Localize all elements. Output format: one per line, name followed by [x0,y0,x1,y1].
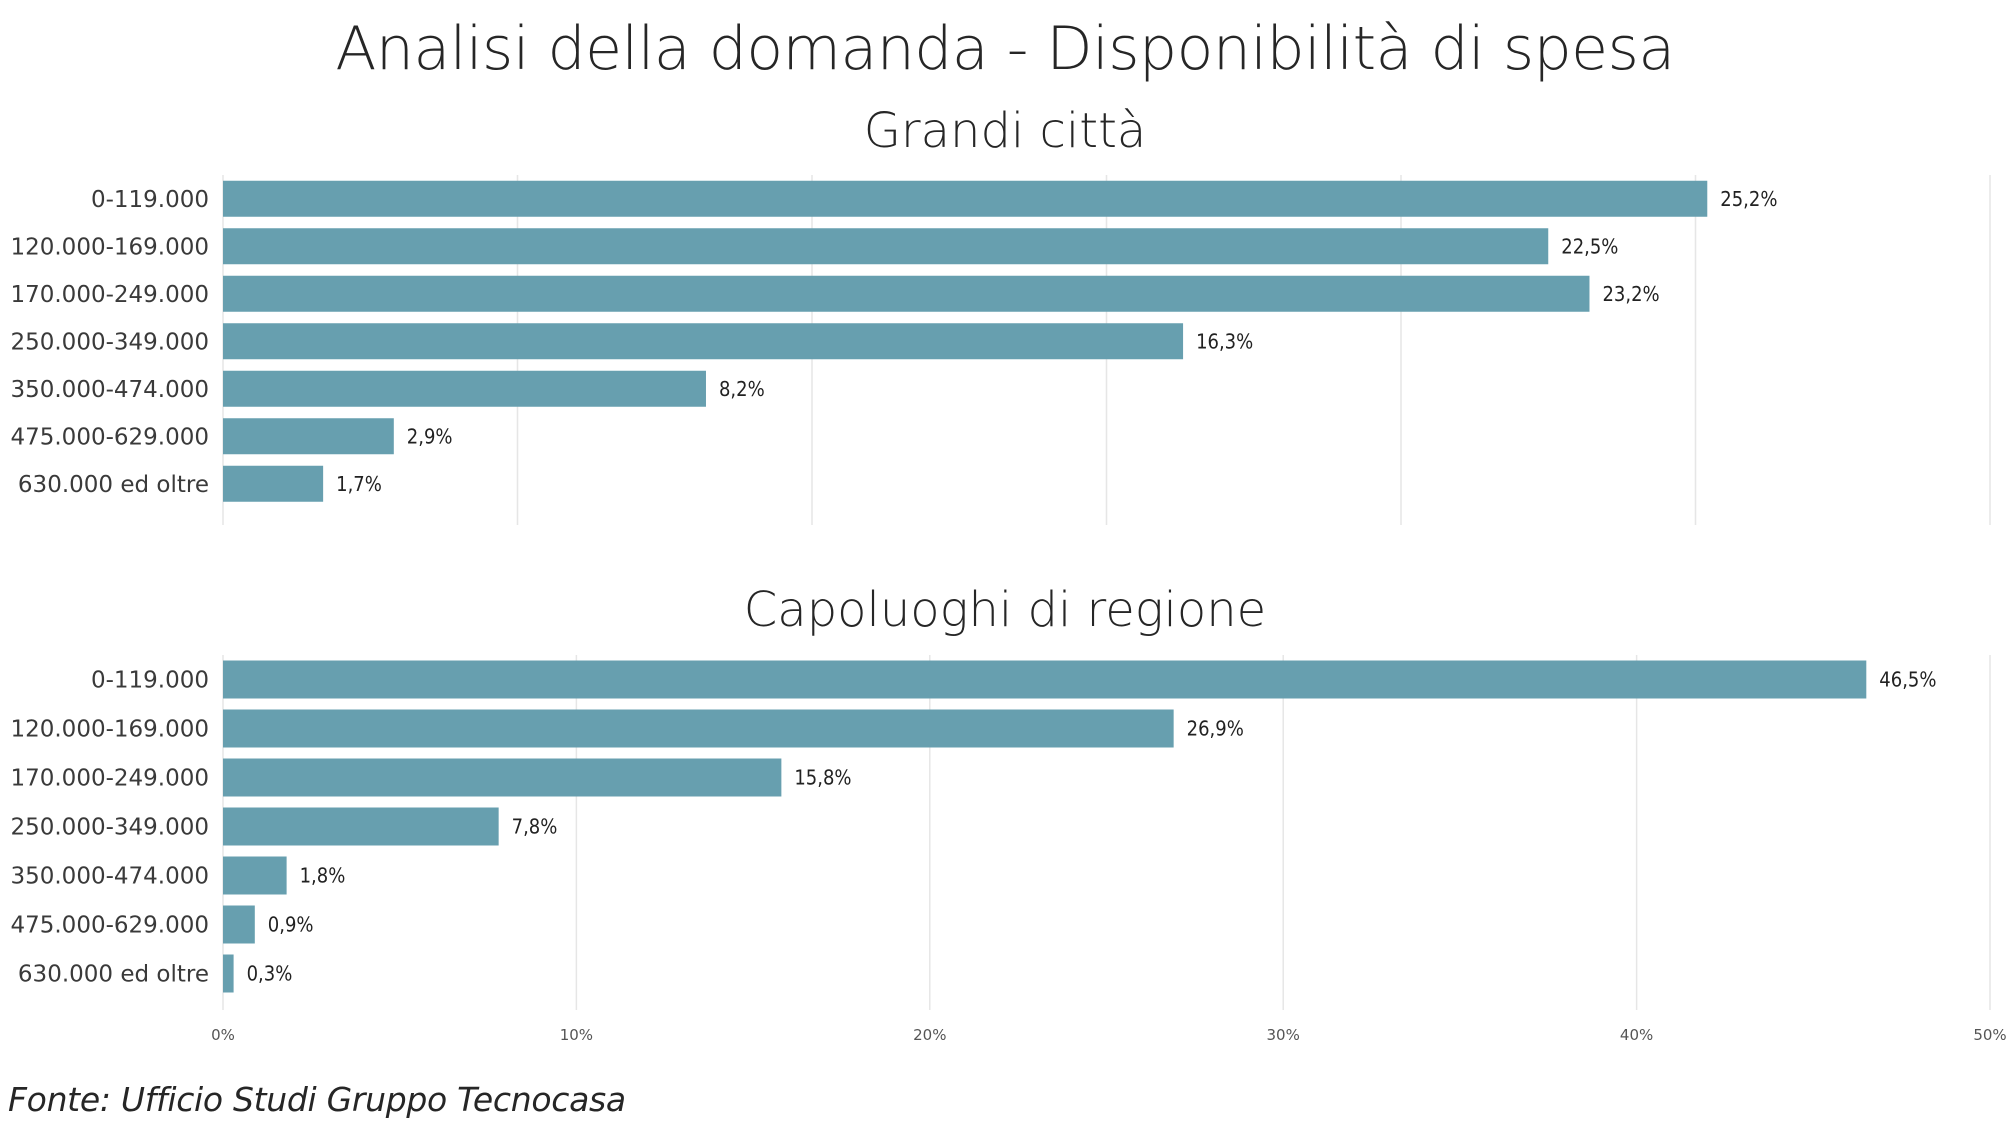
data-label-capoluoghi-6: 0,3% [247,962,293,986]
tick-label-capoluoghi-1: 10% [560,1026,593,1044]
data-label-grandi-citta-0: 25,2% [1720,187,1777,211]
bar-capoluoghi-5 [223,905,255,944]
bar-capoluoghi-4 [223,856,287,895]
category-label-capoluoghi-6: 630.000 ed oltre [18,962,209,988]
bar-capoluoghi-0 [223,660,1867,699]
bar-grandi-citta-1 [223,228,1549,265]
page-title: Analisi della domanda - Disponibilità di… [335,14,1675,84]
category-label-grandi-citta-0: 0-119.000 [91,187,209,213]
category-label-grandi-citta-6: 630.000 ed oltre [18,472,209,498]
data-label-capoluoghi-4: 1,8% [300,864,346,888]
data-label-capoluoghi-5: 0,9% [268,913,314,937]
data-label-capoluoghi-2: 15,8% [794,766,851,790]
chart-grandi-citta: Grandi città0%5%10%15%20%25%30%0-119.000… [10,103,1991,525]
chart-capoluoghi-di-regione: Capoluoghi di regione 0% 10% 20% 30% 40% 50% 0-… [10,582,2006,1044]
tick-label-capoluoghi-0: 0% [211,1026,235,1044]
category-label-capoluoghi-0: 0-119.000 [91,668,209,694]
category-label-capoluoghi-4: 350.000-474.000 [10,864,209,890]
bar-capoluoghi-2 [223,758,782,797]
bar-capoluoghi-3 [223,807,499,846]
data-label-grandi-citta-5: 2,9% [407,424,453,448]
data-label-grandi-citta-6: 1,7% [336,472,382,496]
data-label-grandi-citta-1: 22,5% [1561,234,1618,258]
category-label-grandi-citta-4: 350.000-474.000 [10,377,209,403]
bar-capoluoghi-1 [223,709,1174,748]
category-label-grandi-citta-5: 475.000-629.000 [10,424,209,450]
data-label-grandi-citta-2: 23,2% [1602,282,1659,306]
data-label-grandi-citta-4: 8,2% [719,377,765,401]
source-note: Fonte: Ufficio Studi Gruppo Tecnocasa [8,1080,626,1119]
data-label-capoluoghi-3: 7,8% [512,815,558,839]
category-label-grandi-citta-2: 170.000-249.000 [10,282,209,308]
data-label-capoluoghi-1: 26,9% [1187,717,1244,741]
category-label-grandi-citta-3: 250.000-349.000 [10,329,209,355]
bar-grandi-citta-4 [223,370,706,407]
bar-grandi-citta-0 [223,180,1708,217]
category-label-capoluoghi-2: 170.000-249.000 [10,766,209,792]
bar-grandi-citta-2 [223,275,1590,312]
category-label-grandi-citta-1: 120.000-169.000 [10,234,209,260]
tick-label-capoluoghi-3: 30% [1267,1026,1300,1044]
data-label-capoluoghi-0: 46,5% [1879,668,1936,692]
data-label-grandi-citta-3: 16,3% [1196,329,1253,353]
chart-title-grandi-citta: Grandi città [864,103,1147,159]
bar-capoluoghi-6 [223,954,234,993]
tick-label-capoluoghi-4: 40% [1620,1026,1653,1044]
category-label-capoluoghi-3: 250.000-349.000 [10,815,209,841]
category-label-capoluoghi-1: 120.000-169.000 [10,717,209,743]
chart-title-capoluoghi: Capoluoghi di regione [744,582,1266,638]
category-label-capoluoghi-5: 475.000-629.000 [10,913,209,939]
bar-grandi-citta-5 [223,418,394,455]
bar-grandi-citta-6 [223,465,324,502]
tick-label-capoluoghi-2: 20% [913,1026,946,1044]
tick-label-capoluoghi-5: 50% [1973,1026,2006,1044]
bar-grandi-citta-3 [223,323,1184,360]
